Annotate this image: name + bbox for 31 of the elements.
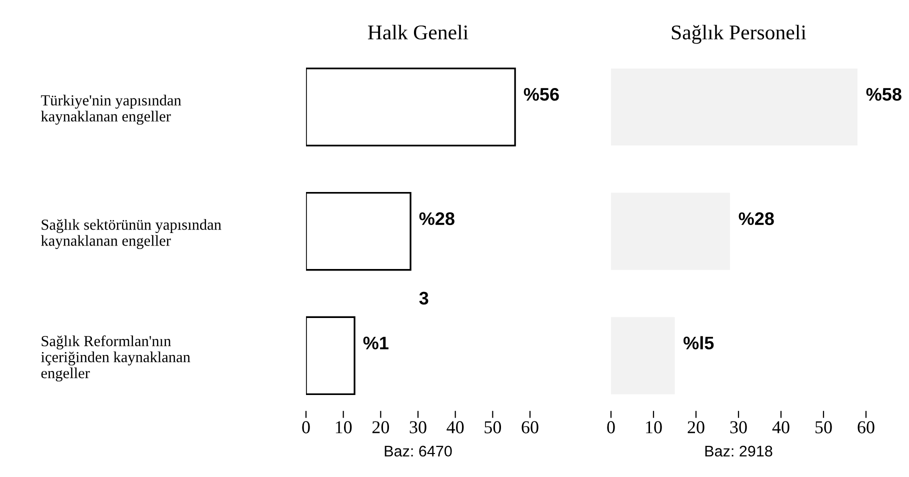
- data-label: %l5: [684, 336, 714, 350]
- x-tick-label: 20: [372, 421, 390, 434]
- x-axis-title: Baz: 2918: [705, 446, 772, 457]
- bar: [306, 68, 516, 146]
- x-tick-label: 20: [688, 421, 704, 434]
- data-label: %58: [866, 88, 902, 101]
- x-tick-label: 0: [302, 421, 310, 434]
- x-tick-label: 40: [772, 421, 790, 434]
- x-tick-label: 30: [410, 421, 426, 434]
- x-tick-label: 50: [484, 421, 502, 434]
- data-label: %56: [524, 88, 559, 101]
- x-tick-label: 30: [730, 421, 747, 434]
- x-tick-label: 10: [336, 421, 352, 434]
- x-tick-label: 40: [446, 421, 464, 434]
- x-axis-title: Baz: 6470: [384, 446, 452, 457]
- annotation: %1: [363, 336, 388, 350]
- y-tick-label: Sağlık sektörünün yapısından kaynaklanan engeller: [41, 219, 222, 250]
- x-tick-label: 60: [858, 421, 874, 434]
- chart-title: Halk Geneli: [368, 24, 468, 40]
- x-tick-label: 50: [816, 421, 832, 434]
- x-tick-label: 0: [607, 421, 615, 434]
- y-tick-label: Türkiye'nin yapısından kaynaklanan engeller: [41, 94, 182, 125]
- data-label: %28: [419, 212, 454, 226]
- y-tick-label: Sağlık Reformlan'nın içeriğinden kaynaklanan engeller: [41, 335, 190, 382]
- chart-title: Sağlık Personeli: [672, 24, 806, 44]
- annotation: 3: [419, 292, 428, 305]
- x-tick-label: 60: [522, 421, 538, 434]
- data-label: %28: [738, 212, 774, 226]
- x-tick-label: 10: [646, 421, 662, 434]
- bar: [306, 192, 412, 271]
- bar: [306, 316, 356, 396]
